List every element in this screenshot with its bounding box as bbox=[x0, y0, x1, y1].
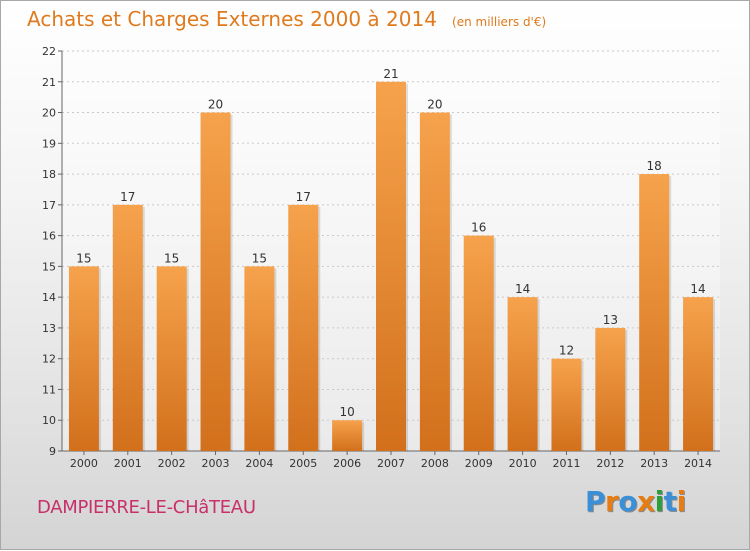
bar-2003 bbox=[200, 112, 231, 452]
x-tick-label-2007: 2007 bbox=[377, 457, 405, 470]
x-tick-label-2013: 2013 bbox=[640, 457, 668, 470]
y-tick-label: 21 bbox=[42, 76, 56, 89]
y-tick-label: 12 bbox=[42, 353, 56, 366]
x-tick-label-2014: 2014 bbox=[684, 457, 712, 470]
y-tick-label: 18 bbox=[42, 168, 56, 181]
y-tick-label: 16 bbox=[42, 230, 56, 243]
x-tick-label-2010: 2010 bbox=[509, 457, 537, 470]
data-label-2008: 20 bbox=[427, 98, 442, 112]
chart-title: Achats et Charges Externes 2000 à 2014 (… bbox=[27, 7, 546, 31]
bar-2008 bbox=[419, 112, 450, 452]
logo-letter: i bbox=[676, 485, 687, 518]
bar-2001 bbox=[112, 204, 143, 451]
bar-2000 bbox=[68, 266, 99, 451]
bar-2012 bbox=[595, 327, 626, 451]
data-label-2009: 16 bbox=[471, 221, 486, 235]
data-label-2010: 14 bbox=[515, 282, 530, 296]
y-tick-label: 19 bbox=[42, 137, 56, 150]
y-tick-label: 22 bbox=[42, 45, 56, 58]
x-tick-label-2006: 2006 bbox=[333, 457, 361, 470]
x-tick-label-2001: 2001 bbox=[114, 457, 142, 470]
data-label-2001: 17 bbox=[120, 190, 135, 204]
bar-2002 bbox=[156, 266, 187, 451]
y-tick-label: 17 bbox=[42, 199, 56, 212]
bar-2007 bbox=[376, 81, 406, 452]
x-tick-label-2003: 2003 bbox=[202, 457, 230, 470]
data-label-2007: 21 bbox=[383, 67, 398, 81]
data-label-2000: 15 bbox=[76, 251, 91, 265]
y-tick-label: 10 bbox=[42, 414, 56, 427]
bar-2014 bbox=[683, 297, 714, 451]
data-label-2004: 15 bbox=[252, 251, 267, 265]
x-tick-label-2011: 2011 bbox=[552, 457, 580, 470]
bar-2010 bbox=[507, 297, 538, 451]
x-tick-label-2012: 2012 bbox=[596, 457, 624, 470]
x-tick-label-2008: 2008 bbox=[421, 457, 449, 470]
bar-2006 bbox=[332, 420, 363, 451]
logo-letter: i bbox=[654, 485, 665, 518]
y-tick-label: 11 bbox=[42, 383, 56, 396]
x-tick-label-2009: 2009 bbox=[465, 457, 493, 470]
y-tick-label: 20 bbox=[42, 107, 56, 120]
bar-2011 bbox=[551, 358, 582, 451]
proxiti-logo: Proxiti bbox=[585, 485, 686, 518]
x-tick-label-2005: 2005 bbox=[289, 457, 317, 470]
x-tick-label-2004: 2004 bbox=[245, 457, 273, 470]
data-label-2006: 10 bbox=[339, 405, 354, 419]
data-label-2003: 20 bbox=[208, 98, 223, 112]
logo-letter: o bbox=[618, 485, 638, 518]
x-tick-label-2000: 2000 bbox=[70, 457, 98, 470]
chart-title-text: Achats et Charges Externes 2000 à 2014 bbox=[27, 7, 437, 31]
data-label-2014: 14 bbox=[690, 282, 705, 296]
data-label-2012: 13 bbox=[603, 313, 618, 327]
logo-letter: r bbox=[605, 485, 619, 518]
logo-letter: t bbox=[663, 485, 677, 518]
data-label-2005: 17 bbox=[296, 190, 311, 204]
logo-letter: x bbox=[637, 485, 655, 518]
chart-unit-text: (en milliers d'€) bbox=[452, 15, 547, 29]
city-name: DAMPIERRE-LE-CHâTEAU bbox=[37, 497, 256, 518]
y-tick-label: 13 bbox=[42, 322, 56, 335]
data-label-2011: 12 bbox=[559, 344, 574, 358]
y-tick-label: 15 bbox=[42, 260, 56, 273]
bar-2009 bbox=[463, 235, 494, 451]
y-tick-label: 9 bbox=[49, 445, 56, 458]
x-tick-label-2002: 2002 bbox=[158, 457, 186, 470]
bar-2013 bbox=[639, 174, 670, 452]
bar-2005 bbox=[288, 204, 319, 451]
bar-2004 bbox=[244, 266, 275, 451]
data-label-2002: 15 bbox=[164, 251, 179, 265]
y-tick-label: 14 bbox=[42, 291, 56, 304]
logo-letter: P bbox=[585, 485, 606, 518]
data-label-2013: 18 bbox=[647, 159, 662, 173]
